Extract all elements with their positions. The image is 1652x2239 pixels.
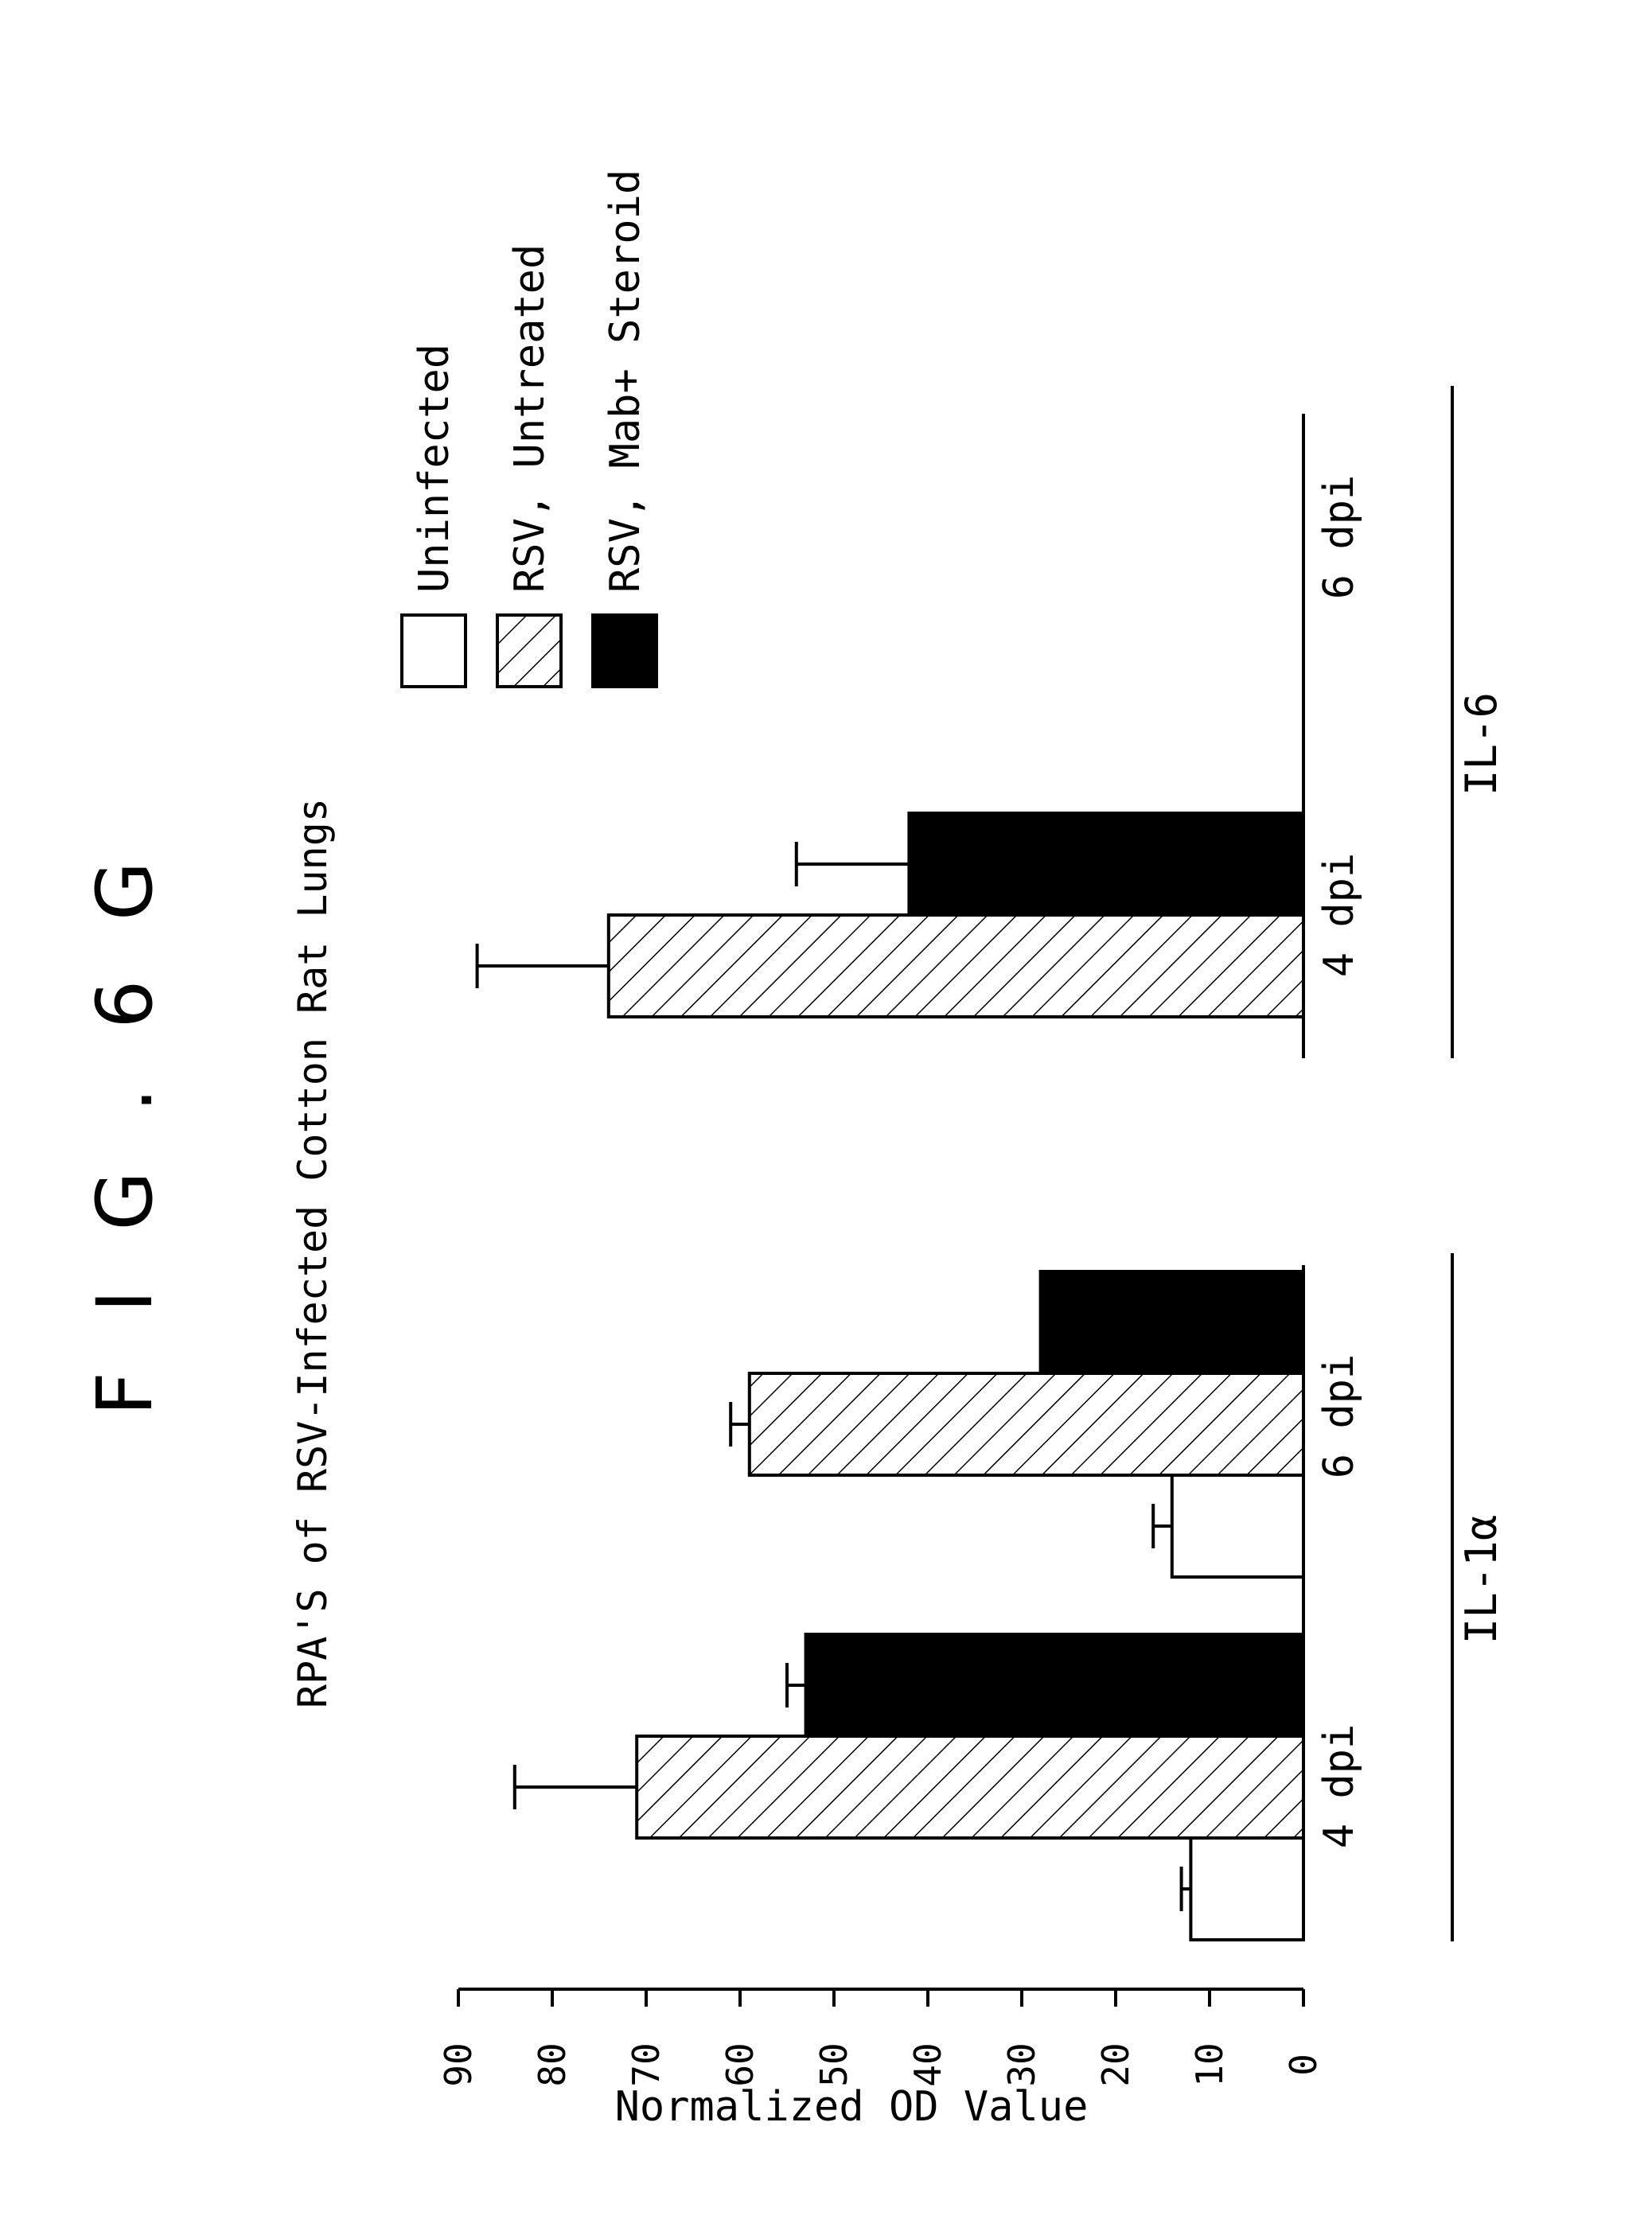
y-tick-label: 90 bbox=[437, 2042, 480, 2086]
legend-label: RSV, Mab+ Steroid bbox=[602, 169, 649, 593]
y-tick-label: 10 bbox=[1188, 2042, 1231, 2086]
x-axis-categories: 4 dpi 6 dpi IL-1α 4 dpi 6 dpi IL-6 bbox=[1303, 386, 1506, 1941]
bar bbox=[1041, 1271, 1303, 1373]
bar bbox=[1172, 1475, 1303, 1577]
legend-label: Uninfected bbox=[411, 344, 458, 593]
bar bbox=[637, 1736, 1303, 1838]
bar-series-group bbox=[477, 813, 1303, 1940]
legend-label: RSV, Untreated bbox=[506, 244, 554, 593]
bar bbox=[909, 813, 1303, 915]
y-tick-label: 70 bbox=[625, 2042, 668, 2086]
y-tick-label: 50 bbox=[812, 2042, 855, 2086]
y-tick-label: 60 bbox=[719, 2042, 762, 2086]
y-tick-label: 80 bbox=[531, 2042, 574, 2086]
bar bbox=[609, 915, 1303, 1017]
bar bbox=[806, 1634, 1303, 1736]
group-label: IL-1α bbox=[1456, 1515, 1506, 1645]
legend-swatch bbox=[593, 615, 657, 687]
timepoint-label: 4 dpi bbox=[1315, 853, 1363, 978]
y-tick-label: 40 bbox=[906, 2042, 949, 2086]
timepoint-label: 4 dpi bbox=[1315, 1724, 1363, 1849]
legend: Uninfected RSV, Untreated RSV, Mab+ Steroi… bbox=[402, 169, 657, 687]
y-axis-label: Normalized OD Value bbox=[615, 2083, 1089, 2131]
legend-swatch bbox=[402, 615, 466, 687]
y-tick-label: 20 bbox=[1094, 2042, 1137, 2086]
bar bbox=[1190, 1838, 1303, 1940]
timepoint-label: 6 dpi bbox=[1315, 475, 1363, 600]
figure-label: F I G . 6 G bbox=[80, 844, 169, 1415]
chart-title: RPA'S of RSV-Infected Cotton Rat Lungs bbox=[290, 798, 336, 1708]
y-tick-label: 30 bbox=[1000, 2042, 1043, 2086]
legend-swatch bbox=[497, 615, 561, 687]
y-axis: 0 10 20 30 40 50 60 70 80 90 bbox=[437, 1989, 1325, 2087]
timepoint-label: 6 dpi bbox=[1315, 1354, 1363, 1479]
y-tick-label: 0 bbox=[1282, 2054, 1325, 2076]
bar bbox=[750, 1373, 1303, 1475]
group-label: IL-6 bbox=[1456, 692, 1506, 796]
